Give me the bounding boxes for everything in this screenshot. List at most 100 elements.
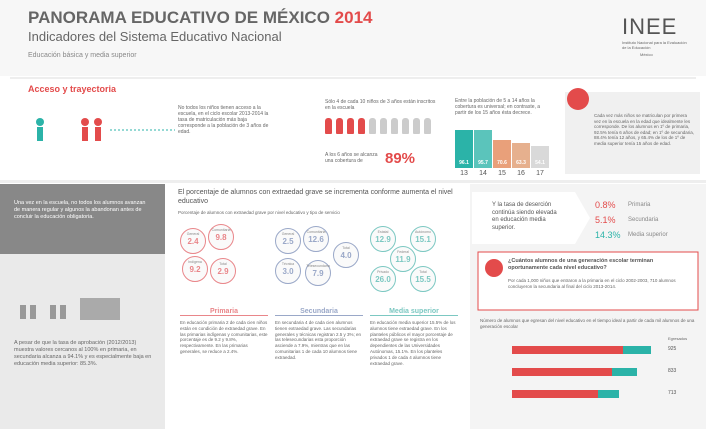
approval-text: A pesar de que la tasa de aprobación (20… [14, 340, 152, 367]
bar-age: 16 [517, 170, 525, 177]
circle-label: Telesecundaria [306, 264, 330, 268]
circle-value: 2.4 [187, 237, 199, 246]
circle-label: General [186, 232, 200, 236]
coverage-bar [512, 142, 530, 168]
circle-label: Estatal [377, 230, 389, 234]
cohort-bar [512, 368, 612, 376]
rate-circle: Técnica 3.0 [275, 258, 301, 284]
level-text: En educación media superior 15.5% de los… [370, 320, 456, 366]
kid-icon [402, 118, 409, 134]
rate-circle: Comunitaria 12.6 [303, 226, 329, 252]
coverage-bars: 96.1 13 95.7 14 70.6 15 63.3 16 54.1 17 [455, 128, 555, 178]
circle-label: Total [419, 270, 427, 274]
circle-value: 11.9 [395, 255, 411, 264]
dropout-label: Primaria [628, 202, 651, 208]
cohort-bar [512, 346, 623, 354]
question-icon [485, 259, 503, 277]
three-text: Sólo 4 de cada 10 niños de 3 años están … [325, 99, 436, 111]
headline: El porcentaje de alumnos con extraedad g… [178, 189, 453, 205]
circle-value: 9.2 [189, 265, 201, 274]
kid-icon [413, 118, 420, 134]
kid-icon [369, 118, 376, 134]
cohort-bar [597, 390, 619, 398]
dropout-text: Y la tasa de deserción continúa siendo e… [492, 202, 557, 231]
cohort-question: ¿Cuántos alumnos de una generación escol… [508, 258, 654, 271]
caption: Porcentaje de alumnos con extraedad grav… [178, 210, 340, 215]
circle-label: Privado [377, 270, 389, 274]
logo-country: México [640, 52, 653, 57]
title: PANORAMA EDUCATIVO DE MÉXICO 2014 [28, 8, 372, 28]
bar-value: 63.3 [516, 160, 526, 166]
rate-circle: Total 4.0 [333, 242, 359, 268]
coverage-bar [493, 139, 511, 168]
note-bg [565, 92, 700, 174]
level-name: Media superior [370, 308, 458, 316]
level-name: Primaria [180, 308, 268, 316]
circle-value: 15.1 [415, 235, 431, 244]
bar-age: 14 [479, 170, 487, 177]
dropout-value: 14.3% [595, 230, 621, 240]
level-text: En educación primaria 2 de cada cien niñ… [180, 320, 268, 354]
dropout-value: 5.1% [595, 215, 616, 225]
bar-age: 15 [498, 170, 506, 177]
circle-value: 3.0 [282, 267, 294, 276]
rate-circle: Total 15.5 [410, 266, 436, 292]
kid-icon [325, 118, 332, 134]
circle-label: Autónomo [415, 230, 431, 234]
section-title: Acceso y trayectoria [28, 84, 117, 94]
bar-value: 95.7 [478, 160, 488, 166]
six-text: A los 6 años se alcanza una cobertura de [325, 152, 378, 164]
dropout-label: Secundaria [628, 217, 659, 223]
cohort-bar [512, 390, 598, 398]
student-icons [20, 298, 120, 320]
dropout-label: Media superior [628, 232, 668, 238]
logo-caption: Instituto Nacional para la Evaluación de… [622, 40, 687, 50]
level-name: Secundaria [275, 308, 363, 316]
rate-circle: Indígena 9.2 [182, 256, 208, 282]
cohort-total: 833 [668, 368, 677, 374]
coverage-bar [531, 146, 549, 168]
circle-label: General [281, 232, 295, 236]
circle-label: Comunitaria [306, 230, 326, 234]
rate-circle: Total 2.9 [210, 258, 236, 284]
intro-bg [0, 184, 165, 254]
rate-circle: Federal 11.9 [390, 246, 416, 272]
rate-circle: Privado 26.0 [370, 266, 396, 292]
coverage-text: Entre la población de 5 a 14 años la cob… [455, 98, 541, 116]
rate-circle: Estatal 12.9 [370, 226, 396, 252]
scope: Educación básica y media superior [28, 52, 137, 59]
rate-circle: General 2.4 [180, 228, 206, 254]
cohort-column: Egresados [668, 336, 688, 341]
cohort-bar [611, 368, 637, 376]
bar-value: 96.1 [459, 160, 469, 166]
cohort-answer: Por cada 1,000 niños que entraron a la p… [508, 278, 676, 289]
rate-circle: Autónomo 15.1 [410, 226, 436, 252]
cohort-caption: Número de alumnos que egresan del nivel … [480, 318, 695, 329]
circle-value: 15.5 [415, 275, 431, 284]
rate-circle: General 2.5 [275, 228, 301, 254]
circle-label: Indígena [188, 260, 202, 264]
access-text: No todos los niños tienen acceso a la es… [178, 105, 269, 135]
circle-label: Total [219, 262, 227, 266]
bar-value: 70.6 [497, 160, 507, 166]
six-value: 89% [385, 150, 416, 167]
level-text: En secundaria 4 de cada cien alumnos tie… [275, 320, 362, 360]
circle-value: 12.6 [308, 235, 324, 244]
kid-icon [347, 118, 354, 134]
header-bg [0, 0, 706, 76]
circle-value: 9.8 [215, 233, 227, 242]
circle-label: Total [342, 246, 350, 250]
circle-label: Comunitaria [211, 228, 231, 232]
intro-text: Una vez en la escuela, no todos los alum… [14, 200, 146, 220]
bar-value: 54.1 [535, 160, 545, 166]
kid-icon [391, 118, 398, 134]
circle-value: 4.0 [340, 251, 352, 260]
title-text: PANORAMA EDUCATIVO DE MÉXICO [28, 8, 330, 27]
coverage-bar [455, 129, 473, 168]
child-icons [81, 118, 102, 141]
circle-label: Técnica [281, 262, 295, 266]
circle-value: 7.9 [312, 269, 324, 278]
dropout-value: 0.8% [595, 200, 616, 210]
